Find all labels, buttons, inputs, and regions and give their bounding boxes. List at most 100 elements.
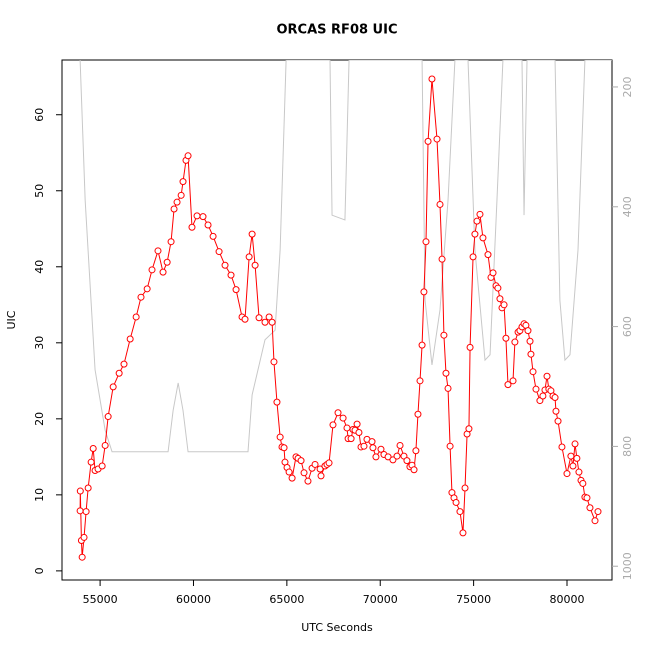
data-point (412, 447, 420, 455)
data-point (567, 452, 575, 460)
data-point (232, 286, 240, 294)
data-point (87, 458, 95, 466)
data-point (420, 288, 428, 296)
data-point (403, 457, 411, 465)
data-point (563, 470, 571, 478)
data-point (184, 152, 192, 160)
data-point (76, 507, 84, 515)
data-point (552, 407, 560, 415)
data-point (428, 75, 436, 83)
y2-tick-label: 800 (621, 436, 634, 457)
chart-title: ORCAS RF08 UIC (277, 23, 398, 38)
data-point (255, 314, 263, 322)
x-tick-label: 80000 (549, 593, 584, 606)
data-point (89, 444, 97, 452)
y2-tick-label: 400 (621, 196, 634, 217)
data-point (479, 234, 487, 242)
data-point (245, 253, 253, 261)
data-point (179, 178, 187, 186)
data-point (433, 135, 441, 143)
data-point (591, 517, 599, 525)
data-point (188, 223, 196, 231)
data-point (339, 414, 347, 422)
y-tick-label: 0 (33, 567, 46, 574)
data-point (241, 315, 249, 323)
data-point (265, 313, 273, 321)
data-point (442, 369, 450, 377)
data-point (199, 213, 207, 221)
data-point (173, 198, 181, 206)
data-point (418, 341, 426, 349)
data-point (317, 472, 325, 480)
data-point (355, 429, 363, 437)
data-point (280, 444, 288, 452)
data-point (115, 369, 123, 377)
data-point (511, 338, 519, 346)
data-point (416, 377, 424, 385)
data-point (459, 529, 467, 537)
data-point (343, 424, 351, 432)
data-point (360, 442, 368, 450)
plot-area (76, 60, 612, 561)
data-point (509, 377, 517, 385)
data-point (532, 385, 540, 393)
data-point (396, 441, 404, 449)
data-point (227, 271, 235, 279)
series-line (79, 60, 612, 453)
x-tick-label: 70000 (363, 593, 398, 606)
data-point (353, 420, 361, 428)
data-point (471, 230, 479, 238)
data-point (372, 453, 380, 461)
data-point (137, 293, 145, 301)
y-tick-label: 30 (33, 336, 46, 350)
data-point (248, 230, 256, 238)
data-point (132, 313, 140, 321)
data-point (524, 327, 532, 335)
data-point (465, 425, 473, 433)
data-point (270, 358, 278, 366)
plot-frame (61, 59, 613, 581)
data-point (78, 553, 86, 561)
data-point (489, 269, 497, 277)
x-tick-label: 65000 (269, 593, 304, 606)
data-point (126, 335, 134, 343)
y2-tick-label: 200 (621, 76, 634, 97)
data-point (154, 247, 162, 255)
data-point (204, 221, 212, 229)
y2-tick-label: 1000 (621, 552, 634, 580)
data-point (148, 266, 156, 274)
data-point (502, 334, 510, 342)
y-tick-label: 60 (33, 108, 46, 122)
data-point (496, 295, 504, 303)
data-point (436, 200, 444, 208)
x-tick-label: 55000 (83, 593, 118, 606)
data-point (167, 238, 175, 246)
data-point (476, 210, 484, 218)
data-point (551, 394, 559, 402)
data-point (444, 384, 452, 392)
data-point (276, 433, 284, 441)
data-point (440, 331, 448, 339)
data-point (80, 533, 88, 541)
y-tick-label: 50 (33, 184, 46, 198)
data-point (469, 253, 477, 261)
data-point (473, 217, 481, 225)
data-point (424, 137, 432, 145)
data-point (334, 409, 342, 417)
data-point (494, 284, 502, 292)
data-point (170, 205, 178, 213)
data-point (209, 232, 217, 240)
data-point (586, 504, 594, 512)
data-point (288, 474, 296, 482)
data-point (554, 417, 562, 425)
data-point (109, 383, 117, 391)
x-tick-label: 60000 (176, 593, 211, 606)
data-point (527, 350, 535, 358)
data-point (484, 251, 492, 259)
data-point (251, 261, 259, 269)
data-point (393, 452, 401, 460)
data-point (461, 484, 469, 492)
series-line (79, 78, 599, 558)
data-point (325, 459, 333, 467)
